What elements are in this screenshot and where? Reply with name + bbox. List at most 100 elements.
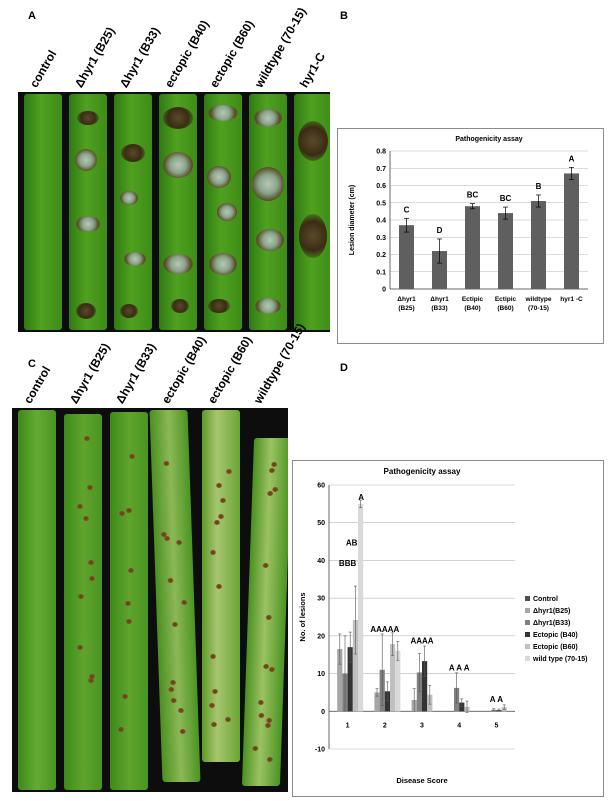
- lesion-spot: [121, 144, 145, 162]
- x-tick-label: 2: [383, 722, 387, 729]
- significance-letter: BC: [467, 191, 479, 200]
- lesion-spot: [76, 503, 83, 509]
- x-tick-label: hyr1 -C: [560, 296, 583, 303]
- lesion-spot: [262, 663, 270, 669]
- leaf-label-5: ectopic (B60): [206, 17, 257, 91]
- disease-score-chart-frame: Pathogenicity assay -10 0 10 20 30 40 50 60 No. o…: [292, 460, 604, 797]
- x-tick-label: Δhyr1: [430, 296, 449, 303]
- leaf-label-2: Δhyr1 (B25): [66, 340, 113, 406]
- significance-letter: BBB: [339, 559, 357, 568]
- x-tick-label: wildtype: [524, 296, 551, 303]
- lesion-spot: [209, 702, 216, 708]
- x-tick-label: 5: [494, 722, 498, 729]
- significance-letter: A: [569, 154, 575, 163]
- leaf-3: [110, 412, 148, 790]
- lesion-spot: [127, 568, 134, 574]
- x-tick-label: 1: [346, 722, 350, 729]
- leaf-label-3: Δhyr1 (B33): [116, 24, 163, 90]
- significance-letter: A A A: [449, 664, 470, 673]
- lesion-spot: [170, 299, 189, 314]
- bar-5: [531, 201, 546, 289]
- lesion-spot: [210, 654, 217, 660]
- y-tick-label: 0.6: [376, 183, 386, 190]
- y-tick-label: 30: [317, 596, 325, 603]
- lesion-spot: [83, 436, 90, 442]
- lesion-spot: [258, 713, 265, 719]
- bar: [358, 503, 364, 712]
- y-tick-label: 0.3: [376, 235, 386, 242]
- significance-letter: AAAAA: [370, 625, 399, 634]
- lesion-spot: [120, 190, 139, 205]
- lesion-spot: [225, 469, 232, 475]
- lesion-spot: [208, 104, 238, 121]
- y-tick-label: 10: [317, 671, 325, 678]
- lesion-spot: [77, 593, 84, 599]
- x-tick-label: (B25): [398, 305, 414, 312]
- lesion-spot: [117, 727, 124, 733]
- bar-4: [498, 213, 513, 289]
- lesion-spot: [167, 577, 174, 583]
- lesion-spot: [210, 721, 217, 727]
- x-tick-label: Δhyr1: [397, 296, 416, 303]
- y-axis-label: No. of lesions: [298, 592, 307, 641]
- leaf-6: [249, 94, 287, 330]
- lesion-spot: [77, 110, 99, 125]
- panel-letter-a: A: [28, 10, 36, 22]
- significance-letter: C: [404, 205, 410, 214]
- leaf-4: [159, 94, 197, 330]
- y-tick-label: 0.4: [376, 218, 386, 225]
- bar-2: [432, 251, 447, 289]
- lesion-spot: [87, 678, 94, 684]
- y-tick-label: 50: [317, 520, 325, 527]
- bar: [352, 620, 358, 712]
- lesion-spot: [252, 745, 259, 751]
- y-tick-label: 40: [317, 558, 325, 565]
- legend-swatch: [525, 656, 530, 661]
- lesion-spot: [169, 680, 176, 686]
- panel-letter-c: C: [28, 358, 36, 370]
- lesion-spot: [208, 299, 231, 314]
- leaf-label-7: hyr1-C: [296, 50, 329, 90]
- lesion-spot: [88, 575, 95, 581]
- y-tick-label: -10: [315, 747, 325, 754]
- lesion-spot: [225, 716, 232, 722]
- bar-1: [399, 225, 414, 289]
- x-tick-label: Ectipic: [495, 296, 517, 303]
- y-tick-label: 60: [317, 483, 325, 490]
- bar: [337, 649, 343, 712]
- bar: [384, 691, 390, 712]
- lesion-spot: [265, 615, 272, 621]
- lesion-spot: [171, 621, 179, 627]
- lesion-spot: [179, 728, 186, 734]
- y-tick-label: 0.5: [376, 200, 386, 207]
- lesion-spot: [118, 511, 125, 517]
- lesion-spot: [214, 520, 221, 526]
- y-axis-label: Lesion diameter (cm): [349, 185, 356, 255]
- chart-d-title: Pathogenicity assay: [384, 467, 461, 476]
- y-tick-label: 0: [382, 287, 386, 294]
- lesion-spot: [170, 698, 178, 704]
- leaf-7: [294, 94, 330, 330]
- y-tick-label: 0.1: [376, 269, 386, 276]
- significance-letter: B: [536, 182, 542, 191]
- x-tick-label: 3: [420, 722, 424, 729]
- lesion-spot: [77, 644, 84, 650]
- leaf-label-1: control: [20, 363, 54, 406]
- legend-swatch: [525, 644, 530, 649]
- legend-label: Ectopic (B40): [533, 632, 578, 639]
- lesion-spot: [86, 485, 93, 491]
- lesion-spot: [163, 460, 170, 466]
- lesion-spot: [209, 549, 216, 555]
- lesion-spot: [264, 722, 272, 728]
- significance-letter: AB: [346, 538, 358, 547]
- lesion-spot: [262, 563, 269, 569]
- leaf-2: [64, 414, 102, 790]
- x-tick-label: (B40): [464, 305, 480, 312]
- lesion-spot: [268, 667, 275, 673]
- panel-letter-b: B: [340, 10, 348, 22]
- legend-label: Δhyr1(B25): [533, 608, 570, 615]
- leaf-3: [114, 94, 152, 330]
- lesion-spot: [255, 229, 284, 252]
- lesion-spot: [125, 508, 132, 514]
- leaf-5: [202, 410, 240, 762]
